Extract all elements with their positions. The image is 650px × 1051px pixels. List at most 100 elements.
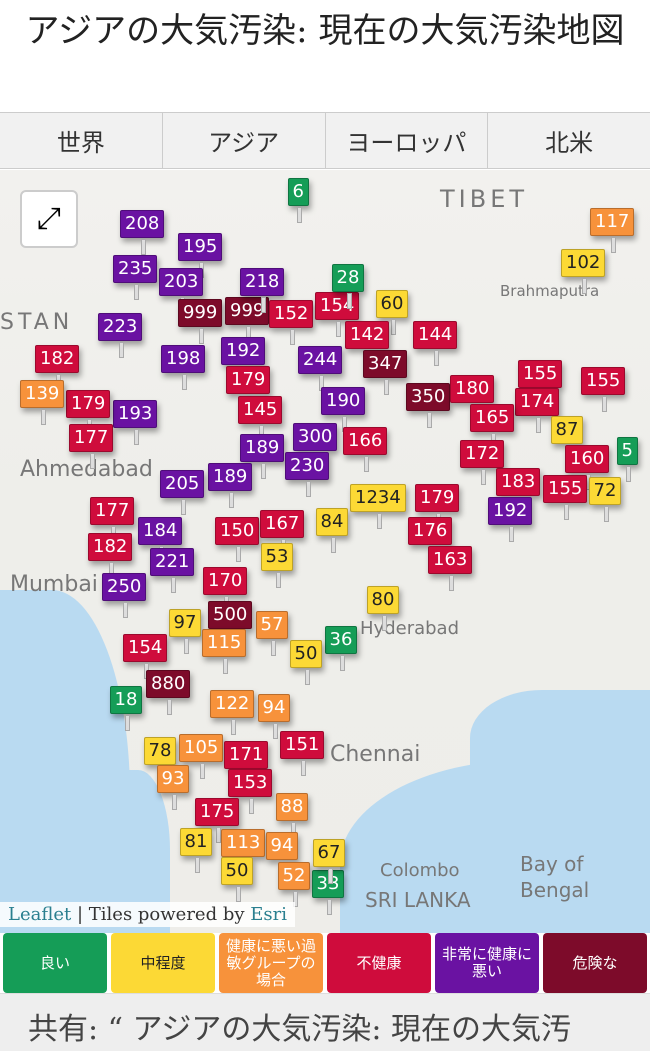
aqi-marker-unhealthy[interactable]: 153 <box>228 769 273 814</box>
aqi-marker-very-unhealthy[interactable]: 223 <box>98 313 143 358</box>
esri-link[interactable]: Esri <box>250 904 288 925</box>
aqi-marker-very-unhealthy[interactable]: 198 <box>161 345 206 390</box>
tab-europe[interactable]: ヨーロッパ <box>326 113 489 168</box>
map-place-label: Hyderabad <box>360 618 459 639</box>
aqi-marker-very-unhealthy[interactable]: 230 <box>285 452 330 497</box>
aqi-marker-moderate[interactable]: 81 <box>179 828 213 873</box>
aqi-marker-moderate[interactable]: 102 <box>561 249 606 294</box>
aqi-marker-moderate[interactable]: 50 <box>289 640 323 685</box>
aqi-marker-very-unhealthy[interactable]: 193 <box>113 400 158 445</box>
aqi-marker-unhealthy[interactable]: 167 <box>260 510 305 555</box>
aqi-marker-unhealthy[interactable]: 163 <box>428 546 473 591</box>
aqi-marker-unhealthy[interactable]: 150 <box>215 517 260 562</box>
aqi-marker-hazardous[interactable]: 880 <box>146 670 191 715</box>
tab-world[interactable]: 世界 <box>0 113 163 168</box>
map-place-label: TIBET <box>440 185 529 213</box>
aqi-marker-unhealthy[interactable]: 182 <box>35 345 80 390</box>
aqi-marker-unhealthy[interactable]: 182 <box>88 533 133 578</box>
aqi-marker-unhealthy[interactable]: 179 <box>415 484 460 529</box>
aqi-marker-very-unhealthy[interactable]: 221 <box>150 548 195 593</box>
aqi-marker-usg[interactable]: 88 <box>275 793 309 838</box>
aqi-marker-very-unhealthy[interactable]: 192 <box>221 337 266 382</box>
aqi-marker-good[interactable]: 36 <box>324 626 358 671</box>
aqi-marker-good[interactable]: 18 <box>109 686 143 731</box>
tab-asia[interactable]: アジア <box>163 113 326 168</box>
aqi-marker-hazardous[interactable]: 999 <box>178 299 223 344</box>
aqi-marker-unhealthy[interactable]: 154 <box>315 292 360 337</box>
aqi-marker-unhealthy[interactable]: 172 <box>460 440 505 485</box>
aqi-marker-moderate[interactable]: 78 <box>143 737 177 782</box>
aqi-marker-usg[interactable]: 139 <box>20 380 65 425</box>
aqi-marker-unhealthy[interactable]: 145 <box>238 396 283 441</box>
aqi-marker-very-unhealthy[interactable]: 235 <box>113 255 158 300</box>
aqi-marker-very-unhealthy[interactable]: 205 <box>160 470 205 515</box>
aqi-marker-unhealthy[interactable]: 180 <box>450 375 495 420</box>
aqi-marker-unhealthy[interactable]: 166 <box>343 427 388 472</box>
aqi-marker-usg[interactable]: 94 <box>265 832 299 877</box>
aqi-marker-unhealthy[interactable]: 175 <box>195 798 240 843</box>
aqi-marker-hazardous[interactable]: 350 <box>406 383 451 428</box>
aqi-marker-very-unhealthy[interactable]: 192 <box>488 497 533 542</box>
aqi-marker-unhealthy[interactable]: 165 <box>470 404 515 449</box>
aqi-marker-unhealthy[interactable]: 177 <box>69 424 114 469</box>
aqi-marker-unhealthy[interactable]: 170 <box>203 567 248 612</box>
aqi-marker-very-unhealthy[interactable]: 300 <box>293 423 338 468</box>
aqi-marker-usg[interactable]: 117 <box>590 208 635 253</box>
aqi-marker-good[interactable]: 5 <box>616 437 638 482</box>
aqi-marker-very-unhealthy[interactable]: 244 <box>298 346 343 391</box>
aqi-marker-usg[interactable]: 115 <box>202 629 247 674</box>
aqi-marker-unhealthy[interactable]: 152 <box>269 300 314 345</box>
aqi-marker-usg[interactable]: 52 <box>277 862 311 907</box>
aqi-marker-unhealthy[interactable]: 176 <box>408 517 453 562</box>
air-quality-map[interactable]: TIBET STAN Ahmedabad Mumbai Hyderabad Chennai… <box>0 170 650 933</box>
aqi-marker-very-unhealthy[interactable]: 184 <box>138 517 183 562</box>
aqi-marker-usg[interactable]: 113 <box>221 829 266 874</box>
aqi-marker-unhealthy[interactable]: 155 <box>543 475 588 520</box>
aqi-marker-moderate[interactable]: 53 <box>260 543 294 588</box>
aqi-marker-very-unhealthy[interactable]: 208 <box>120 210 165 255</box>
aqi-marker-hazardous[interactable]: 500 <box>208 601 253 646</box>
leaflet-link[interactable]: Leaflet <box>8 904 72 925</box>
aqi-marker-usg[interactable]: 122 <box>210 690 255 735</box>
aqi-marker-unhealthy[interactable]: 183 <box>496 468 541 513</box>
aqi-marker-usg[interactable]: 105 <box>179 734 224 779</box>
aqi-marker-usg[interactable]: 94 <box>257 694 291 739</box>
fullscreen-button[interactable]: ⤢ <box>20 190 78 248</box>
aqi-marker-unhealthy[interactable]: 171 <box>224 741 269 786</box>
aqi-marker-moderate[interactable]: 80 <box>366 586 400 631</box>
aqi-marker-good[interactable]: 6 <box>287 178 309 223</box>
aqi-marker-very-unhealthy[interactable]: 190 <box>321 387 366 432</box>
aqi-marker-moderate[interactable]: 60 <box>375 290 409 335</box>
aqi-marker-very-unhealthy[interactable]: 203 <box>159 268 204 313</box>
aqi-marker-moderate[interactable]: 87 <box>550 416 584 461</box>
aqi-marker-unhealthy[interactable]: 155 <box>581 367 626 412</box>
aqi-marker-unhealthy[interactable]: 174 <box>515 388 560 433</box>
aqi-marker-unhealthy[interactable]: 155 <box>518 360 563 405</box>
aqi-marker-unhealthy[interactable]: 160 <box>565 445 610 490</box>
aqi-marker-unhealthy[interactable]: 151 <box>280 731 325 776</box>
aqi-marker-very-unhealthy[interactable]: 250 <box>102 573 147 618</box>
aqi-marker-very-unhealthy[interactable]: 189 <box>208 463 253 508</box>
aqi-marker-very-unhealthy[interactable]: 218 <box>240 268 285 313</box>
aqi-marker-unhealthy[interactable]: 144 <box>413 321 458 366</box>
expand-arrows-icon: ⤢ <box>37 201 61 236</box>
aqi-marker-usg[interactable]: 57 <box>255 611 289 656</box>
aqi-marker-unhealthy[interactable]: 177 <box>90 497 135 542</box>
aqi-marker-moderate[interactable]: 72 <box>588 477 622 522</box>
aqi-marker-unhealthy[interactable]: 179 <box>226 366 271 411</box>
aqi-marker-unhealthy[interactable]: 142 <box>345 321 390 366</box>
aqi-marker-moderate[interactable]: 50 <box>220 857 254 902</box>
aqi-marker-very-unhealthy[interactable]: 195 <box>178 233 223 278</box>
aqi-marker-moderate[interactable]: 67 <box>312 839 346 884</box>
aqi-marker-hazardous[interactable]: 347 <box>363 350 408 395</box>
aqi-marker-unhealthy[interactable]: 179 <box>66 390 111 435</box>
aqi-marker-moderate[interactable]: 1234 <box>350 484 406 529</box>
aqi-marker-good[interactable]: 28 <box>331 264 365 309</box>
legend-moderate: 中程度 <box>111 933 215 993</box>
tab-north-america[interactable]: 北米 <box>545 129 594 157</box>
aqi-marker-moderate[interactable]: 97 <box>168 609 202 654</box>
aqi-marker-unhealthy[interactable]: 154 <box>123 634 168 679</box>
aqi-marker-moderate[interactable]: 84 <box>315 508 349 553</box>
aqi-marker-usg[interactable]: 93 <box>156 765 190 810</box>
aqi-marker-very-unhealthy[interactable]: 189 <box>240 434 285 479</box>
